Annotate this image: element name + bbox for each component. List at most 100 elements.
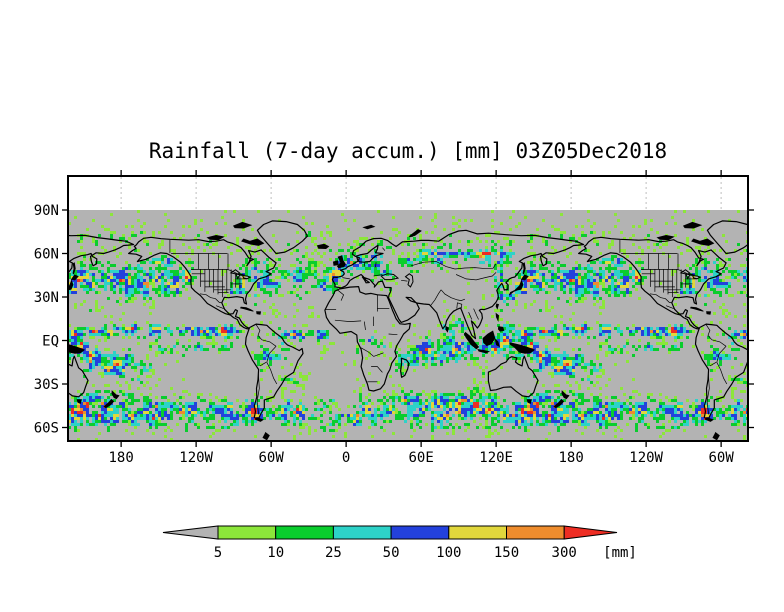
country-border-asia-india-pak (430, 289, 442, 306)
lat-label-60S: 60S (34, 421, 59, 437)
lon-label-8: 60W (708, 450, 734, 466)
coastline-north-america (578, 236, 727, 330)
coastline-south-america (694, 323, 748, 421)
country-border-asia-mongolia-s (455, 272, 497, 281)
colorbar-left-arrow (162, 525, 219, 540)
lon-label-4: 60E (408, 450, 433, 466)
colorbar-segment-1 (217, 525, 277, 540)
country-border-us-canada (641, 269, 695, 276)
island-honshu (508, 279, 524, 296)
island-tierra-del-fuego (704, 417, 714, 422)
island-luzon (495, 312, 500, 322)
country-border-us-mexico (649, 293, 672, 304)
country-border-europe-e (375, 262, 377, 268)
axis-ticks (62, 170, 754, 447)
colorbar-value-25: 25 (325, 545, 342, 561)
country-border-mexico-1 (665, 305, 674, 309)
island-cuba (689, 306, 704, 312)
lat-label-90N: 90N (34, 203, 59, 219)
island-hispaniola (256, 311, 262, 315)
island-cuba (239, 306, 254, 312)
colorbar-segment-4 (390, 525, 450, 540)
country-border-sa-brazil-s (270, 369, 278, 385)
country-border-sa-bolivia (709, 361, 717, 367)
island-hokkaido (520, 274, 529, 281)
colorbar-segment-6 (506, 525, 565, 540)
coastline-greenland (256, 220, 308, 255)
colorbar (162, 525, 618, 540)
inland-water-caspian-sea (404, 273, 414, 288)
island-new-zealand-south (553, 398, 565, 409)
island-victoria-island (206, 234, 225, 241)
coastline (68, 220, 748, 421)
axis-labels: 90N 60N 30N EQ 30S 60S 180 120W 60W 0 60E 120E 180 12… (34, 203, 735, 466)
country-border-sa-brazil-w (716, 346, 727, 370)
country-border-asia-burma-thai (468, 312, 473, 320)
country-border-africa-congo-s (360, 347, 374, 357)
coastline-australia (68, 355, 89, 398)
colorbar-value-150: 150 (494, 545, 519, 561)
country-border-asia-india-china (440, 289, 466, 301)
country-border-sa-colombia (255, 324, 263, 341)
coastline-south-america (244, 323, 304, 421)
island-ireland (332, 260, 339, 266)
lon-label-3: 0 (342, 450, 350, 466)
island-java (477, 348, 491, 354)
island-baffin (691, 238, 715, 246)
island-sakhalin (72, 262, 76, 275)
colorbar-units-label: [mm] (603, 545, 637, 561)
country-border (169, 240, 728, 415)
island-antarctic-peninsula (262, 431, 270, 441)
country-border-europe-spain-france (342, 277, 350, 280)
island-baffin (241, 238, 265, 246)
island-taiwan (495, 303, 499, 310)
island-tasmania (526, 399, 532, 404)
island-antarctic-peninsula (712, 431, 720, 441)
colorbar-segment-2 (275, 525, 334, 540)
country-border-sa-brazil-w (266, 346, 277, 370)
island-sumatra (463, 331, 480, 350)
rain-cells-level-5 (68, 252, 748, 423)
rain-cells-level-2 (68, 231, 748, 432)
island-new-guinea (68, 344, 86, 354)
coastline-north-america (128, 236, 277, 330)
meridian-gridlines (120, 177, 722, 210)
country-border-sa-equator (261, 339, 277, 347)
island-new-zealand-north (111, 390, 120, 400)
country-border-sa-brazil-s (720, 369, 728, 385)
country-border-us-mexico (199, 293, 222, 304)
island (68, 221, 720, 441)
inland-water-black-sea (380, 273, 400, 281)
country-border-africa-morocco (337, 289, 345, 301)
country-border-africa-chad (363, 321, 366, 330)
colorbar-segment-3 (332, 525, 392, 540)
lon-label-7: 120W (629, 450, 663, 466)
colorbar-segment-5 (448, 525, 507, 540)
country-border-asia-mongolia-n (454, 263, 497, 270)
colorbar-value-50: 50 (383, 545, 400, 561)
rain-layer (68, 210, 748, 441)
island-new-zealand-south (103, 398, 115, 409)
country-border-us-canada (191, 269, 245, 276)
coastline-madagascar (400, 357, 410, 378)
country-border-africa-ethiopia (388, 333, 398, 336)
country-border-africa-botswana (371, 366, 383, 373)
country-border-europe-germany-poland (363, 262, 366, 267)
island-sulawesi (494, 338, 500, 348)
lon-label-1: 120W (179, 450, 213, 466)
country-border-asia-kazakh-russia (411, 261, 455, 270)
country-border-sa-chile-argentina (706, 373, 710, 415)
colorbar-labels: 5 10 25 50 100 150 300 [mm] (214, 545, 637, 561)
lat-label-30N: 30N (34, 290, 59, 306)
country-border-asia-vietnam (473, 308, 479, 320)
island-tierra-del-fuego (254, 417, 264, 422)
lon-label-0: 180 (108, 450, 133, 466)
colorbar-value-10: 10 (267, 545, 284, 561)
country-border-africa-sahel (334, 319, 362, 322)
island-svalbard (362, 224, 376, 230)
country-border-sa-bolivia (259, 361, 267, 367)
country-border-asia-caucasus (401, 279, 408, 282)
colorbar-value-300: 300 (552, 545, 577, 561)
island-great-britain (336, 255, 346, 269)
country-border-mexico-1 (215, 305, 224, 309)
